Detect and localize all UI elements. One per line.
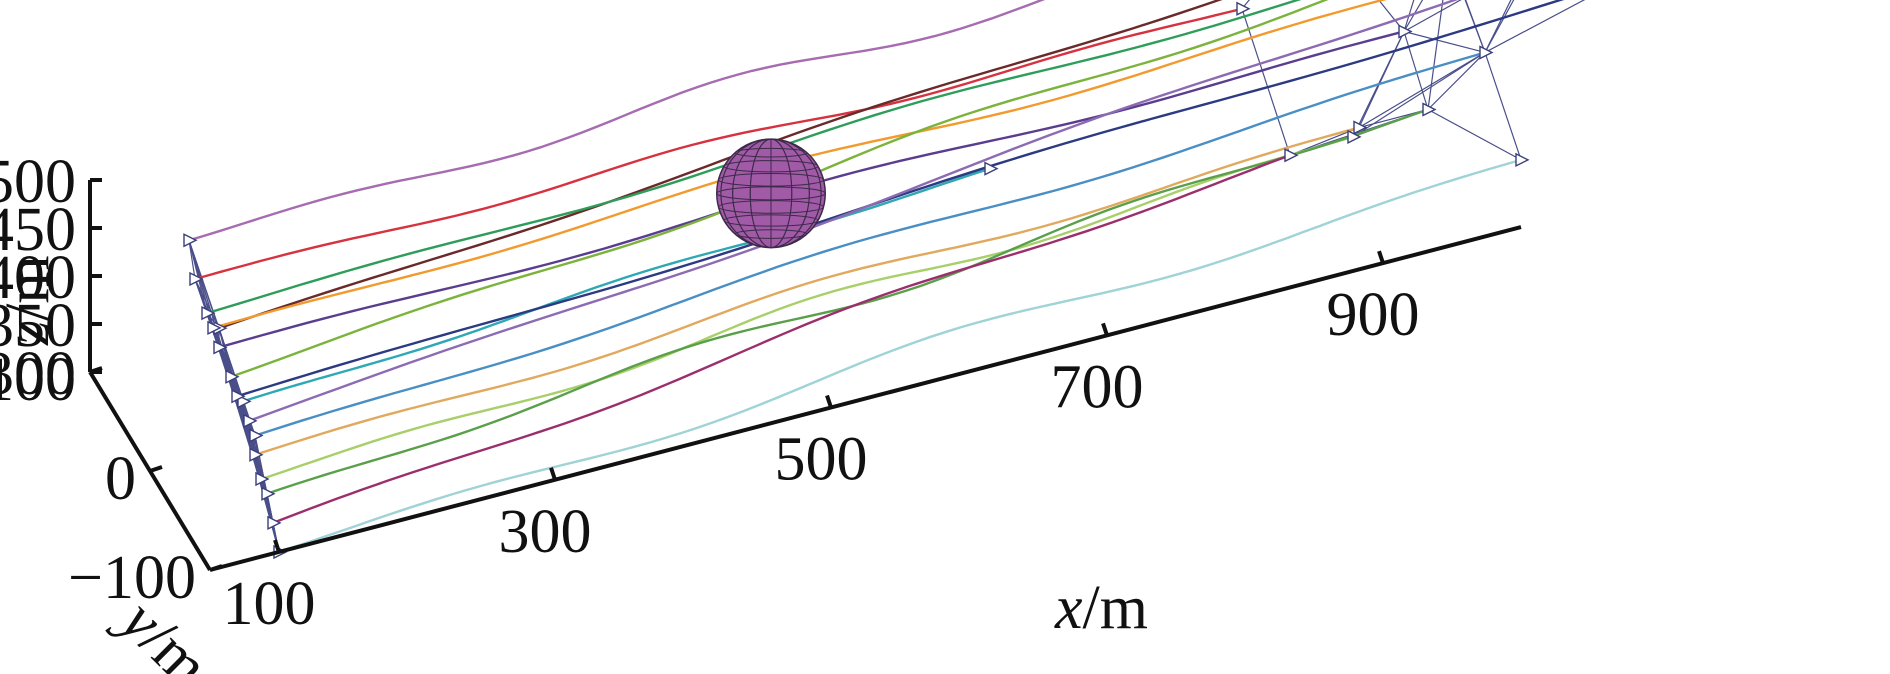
uav-marker [1236, 1, 1251, 16]
formation-link [1465, 0, 1486, 53]
z-tick-label: 500 [0, 148, 76, 216]
formation-link [1484, 0, 1512, 53]
formation-link [1403, 31, 1429, 110]
y-tick [209, 564, 223, 572]
uav-marker [189, 271, 204, 287]
uav-marker [1422, 102, 1437, 117]
formation-link [1358, 51, 1486, 129]
obstacle-latitude [723, 160, 819, 173]
x-tick-label: 300 [499, 498, 592, 566]
uav-marker [1479, 45, 1494, 60]
formation-link [1403, 30, 1486, 54]
obstacle-meridian [720, 138, 822, 249]
uav-marker [249, 428, 264, 443]
trajectory-line [236, 0, 1565, 398]
uav-marker [267, 515, 282, 530]
trajectory-line [218, 0, 1223, 330]
trajectory-line [242, 167, 991, 403]
trajectory-line [260, 135, 1354, 481]
uav-marker [1284, 148, 1299, 163]
z-tick-label: 450 [0, 196, 76, 264]
x-tick [549, 467, 557, 481]
uav-marker [243, 413, 258, 428]
trajectory-line [188, 0, 1046, 242]
x-tick-label: 900 [1327, 281, 1420, 349]
uav-marker [207, 320, 222, 335]
x-axis-label: x/m [1054, 574, 1148, 642]
x-axis-line [209, 225, 1522, 572]
uav-marker [249, 447, 264, 462]
obstacle-latitude [734, 229, 808, 239]
obstacle-latitude [723, 214, 819, 227]
trajectory-line [248, 0, 1459, 423]
formation-link [1403, 0, 1415, 32]
y-tick-label: 100 [0, 346, 76, 414]
uav-marker [1353, 120, 1368, 135]
formation-link [1484, 0, 1586, 53]
trajectory-line [278, 158, 1522, 554]
trajectory-line [254, 51, 1486, 437]
uav-marker [261, 486, 276, 501]
x-tick [825, 394, 833, 409]
uav-marker [225, 369, 240, 384]
z-axis-label: z/m [0, 255, 62, 346]
trajectory-line [212, 0, 1387, 330]
obstacle-latitude [717, 200, 825, 214]
formation-link [1403, 0, 1462, 33]
trajectory-line [272, 154, 1291, 525]
x-tick-label: 700 [1051, 353, 1144, 421]
obstacle-latitude [734, 147, 808, 158]
obstacle-latitude [717, 172, 825, 187]
trajectory-line [206, 0, 1302, 315]
uav-marker [1515, 152, 1530, 167]
formation-link [1241, 8, 1291, 156]
uav-marker [231, 389, 246, 404]
trajectory-line [254, 126, 1360, 456]
x-tick-label: 100 [223, 570, 316, 638]
trajectory-line [230, 0, 1329, 378]
x-tick-label: 500 [775, 426, 868, 494]
uav-marker [213, 340, 228, 355]
trajectories [188, 0, 1565, 554]
z-tick-label: 300 [0, 340, 76, 408]
axes [88, 178, 1522, 572]
y-tick [149, 465, 163, 473]
z-tick-label: 350 [0, 292, 76, 360]
formation-link [194, 278, 220, 329]
uav-marker [1347, 129, 1362, 144]
formation-link [1484, 0, 1515, 53]
trajectory-line [194, 7, 1243, 281]
uav-marker [201, 306, 216, 321]
y-tick-label: 0 [105, 445, 136, 513]
formation-link [1377, 0, 1405, 32]
y-tick-label: −100 [68, 544, 196, 612]
x-tick [273, 539, 281, 553]
formation-link [1427, 108, 1522, 161]
formation-link [1484, 52, 1522, 161]
formation-link [1427, 52, 1486, 110]
obstacle-sphere [716, 138, 826, 249]
x-tick [1101, 322, 1109, 336]
formation-link [1403, 0, 1424, 32]
uav-marker [1398, 24, 1413, 39]
x-tick [1377, 250, 1385, 264]
obstacle-latitude [716, 186, 826, 201]
uav-marker [255, 471, 270, 487]
uav-marker [183, 233, 198, 248]
z-tick-label: 400 [0, 244, 76, 312]
uav-marker [984, 161, 999, 176]
